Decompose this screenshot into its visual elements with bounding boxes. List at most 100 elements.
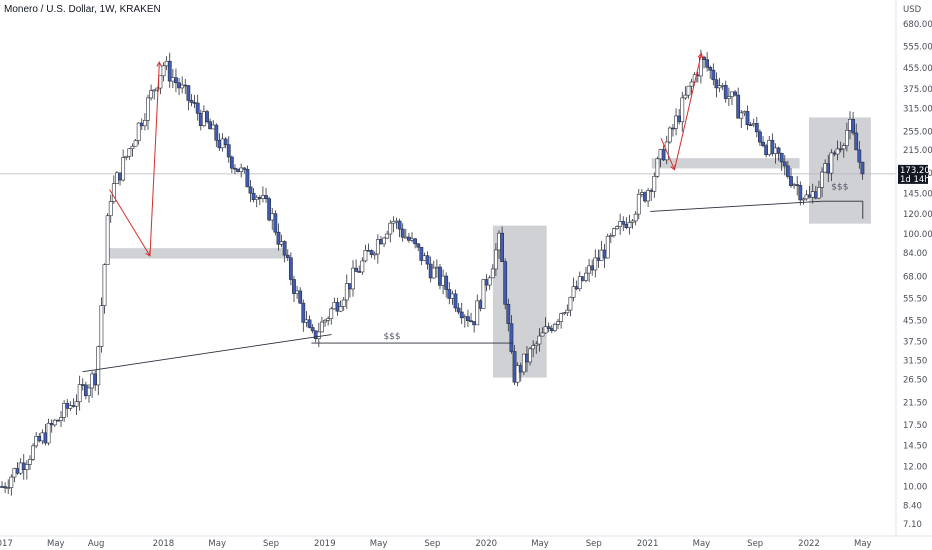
candle: [844, 122, 849, 152]
time-tick-label: May: [854, 539, 872, 549]
candle: [257, 195, 262, 206]
candle: [646, 187, 650, 207]
candle-body: [559, 313, 564, 322]
price-tick-label: 10.00: [903, 482, 927, 492]
candle: [304, 311, 309, 327]
candle: [767, 135, 772, 157]
candle: [31, 443, 35, 461]
candle-body: [577, 276, 582, 290]
candle: [261, 186, 265, 203]
candle-body: [118, 172, 122, 181]
candle: [829, 149, 834, 182]
candle-body: [142, 120, 147, 127]
candle: [481, 279, 486, 309]
candle-body: [500, 232, 505, 262]
candle: [111, 175, 116, 204]
candle: [292, 275, 296, 303]
candle: [602, 243, 607, 269]
candle-body: [0, 486, 4, 488]
price-tick-label: 17.50: [903, 421, 927, 431]
candle: [553, 322, 557, 333]
price-tick-label: 255.00: [903, 127, 932, 137]
candle-body: [298, 290, 303, 304]
candle-body: [655, 158, 660, 177]
candle-body: [810, 191, 815, 198]
candle: [46, 418, 51, 446]
candle-body: [605, 235, 610, 259]
candle-body: [773, 147, 778, 154]
candle-body: [3, 486, 8, 489]
candle-body: [627, 222, 632, 228]
candle-body: [534, 343, 539, 346]
candle: [397, 218, 402, 238]
candle-body: [680, 97, 685, 123]
candle-body: [571, 286, 576, 298]
candle: [720, 82, 725, 91]
candle-body: [528, 348, 532, 363]
candle-body: [71, 405, 76, 407]
candle: [431, 260, 436, 279]
candle: [248, 179, 253, 202]
candle-body: [217, 140, 222, 149]
candle: [174, 68, 178, 92]
candle-body: [565, 309, 570, 314]
candle: [854, 123, 859, 151]
candle-body: [155, 87, 160, 91]
candle-body: [509, 323, 514, 352]
candle-body: [65, 403, 70, 409]
candle-body: [602, 249, 607, 259]
candle: [820, 167, 824, 198]
candle-body: [223, 138, 228, 146]
candle: [624, 217, 629, 230]
candle-body: [459, 311, 464, 319]
candle: [612, 227, 616, 238]
candle: [655, 156, 660, 178]
candle: [671, 124, 675, 137]
candle-body: [410, 238, 414, 241]
candle-body: [77, 384, 82, 403]
candle-body: [329, 308, 334, 320]
candle-body: [683, 94, 688, 99]
candle-body: [372, 253, 377, 256]
candle-body: [608, 235, 613, 237]
candle-body: [152, 89, 157, 92]
candle: [28, 455, 32, 470]
candle-body: [829, 152, 834, 174]
candle-body: [115, 172, 119, 184]
candle: [500, 226, 505, 262]
candle-body: [279, 241, 284, 245]
candle: [310, 324, 315, 334]
candle-body: [124, 155, 129, 158]
candle: [354, 259, 359, 272]
candle-body: [56, 419, 60, 422]
candle: [475, 294, 480, 326]
candle: [425, 251, 430, 270]
price-tick-label: 21.50: [903, 399, 927, 409]
candle-body: [385, 233, 390, 239]
candle-body: [478, 300, 483, 309]
candle: [776, 146, 781, 161]
candle: [251, 188, 256, 203]
candle: [574, 280, 579, 291]
candle-body: [730, 91, 734, 97]
candle-body: [798, 185, 803, 201]
candle-body: [503, 261, 508, 305]
candle-body: [580, 276, 585, 281]
candle-body: [643, 192, 647, 202]
candle-body: [239, 167, 244, 173]
candle-body: [453, 293, 458, 309]
candle-body: [817, 187, 821, 199]
candle: [74, 394, 79, 415]
candle: [233, 164, 237, 175]
candle: [487, 275, 492, 290]
candle: [158, 75, 163, 95]
candle-body: [382, 237, 386, 245]
candle-body: [170, 77, 175, 82]
candle: [469, 312, 473, 323]
candle: [12, 467, 17, 483]
candle: [817, 180, 821, 200]
candle: [416, 243, 421, 252]
candle: [428, 256, 433, 283]
candle-body: [149, 90, 153, 99]
